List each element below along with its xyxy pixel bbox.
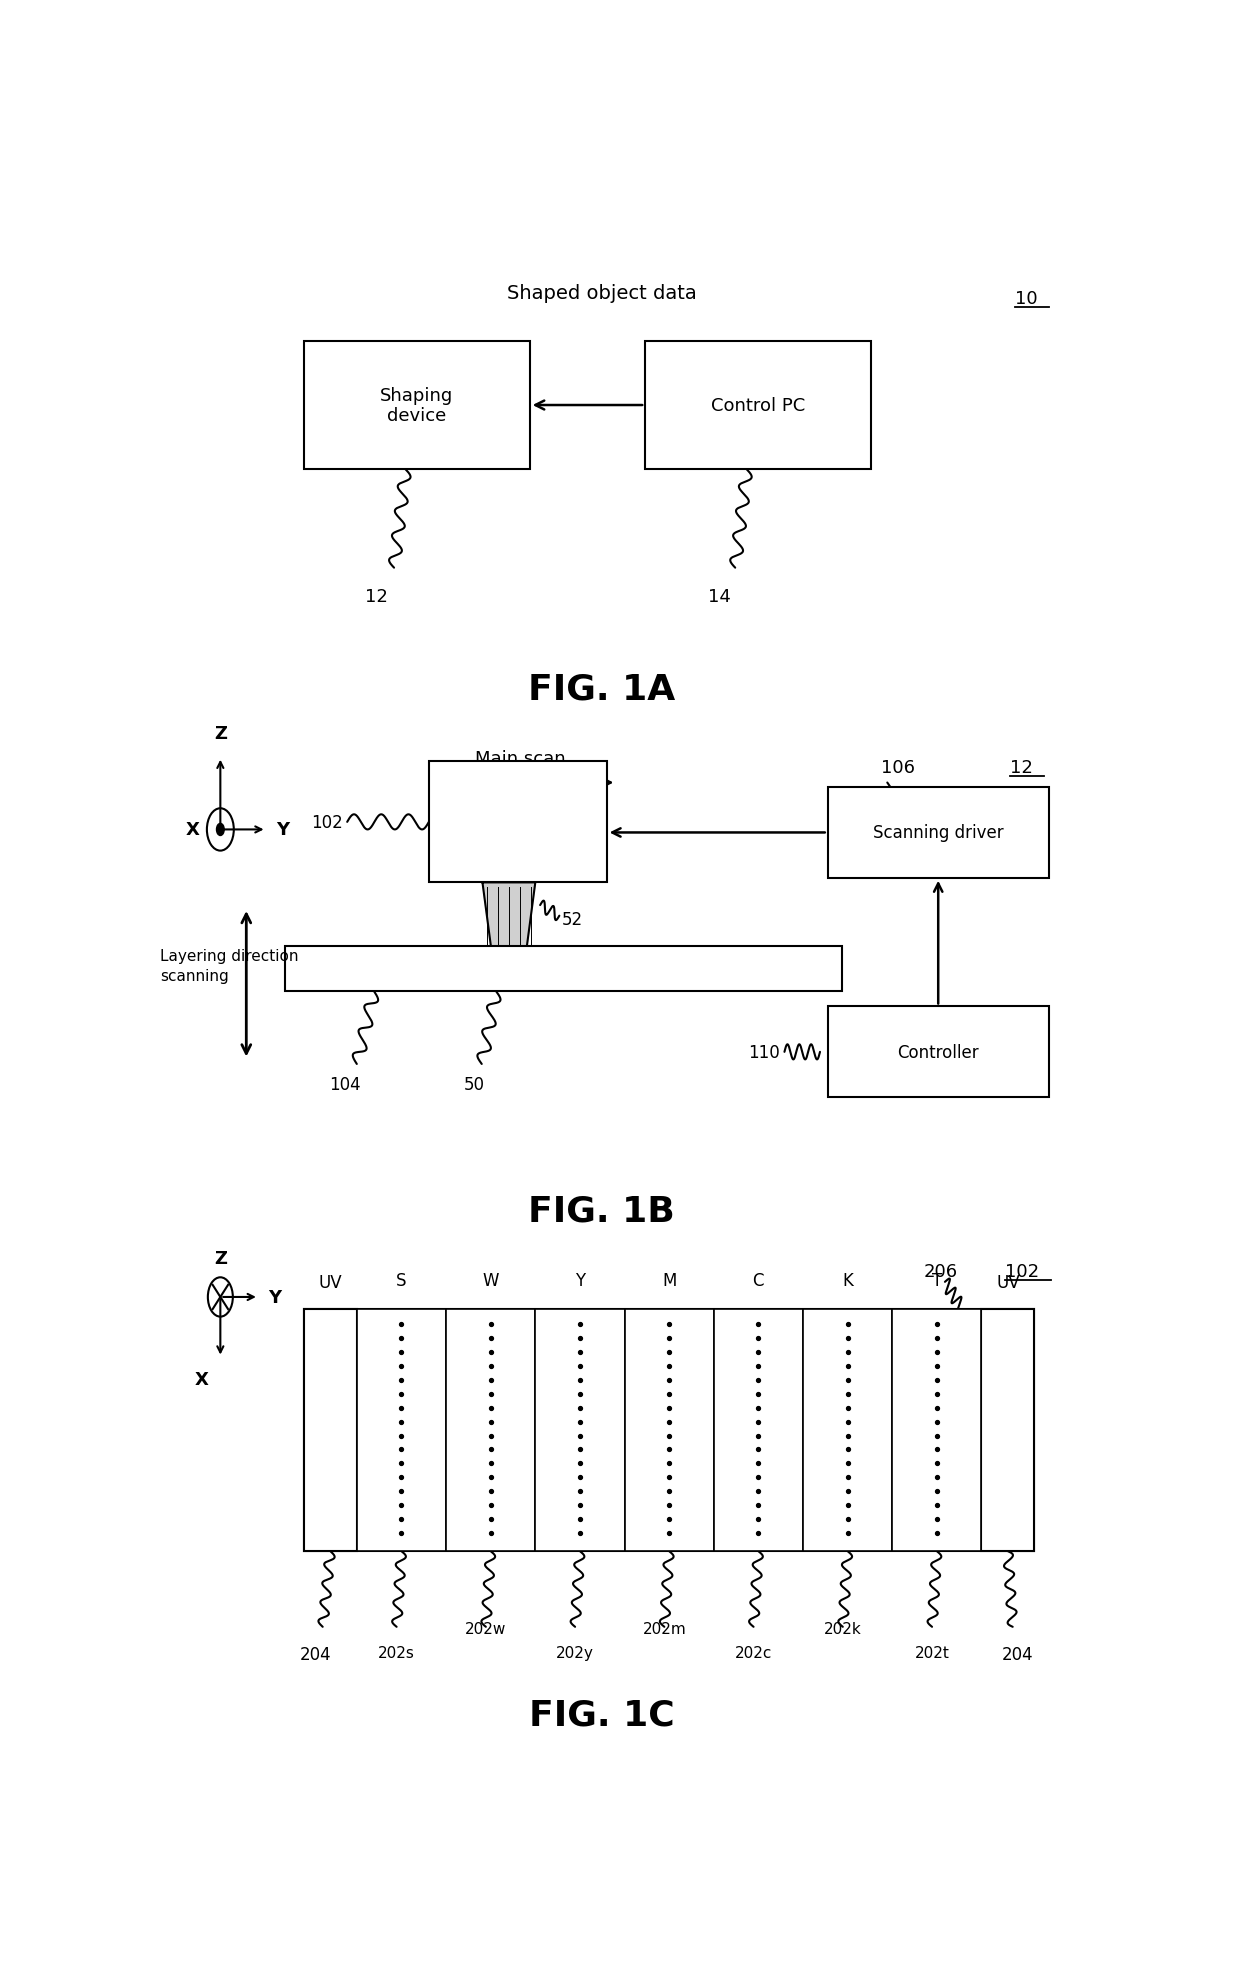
Text: Scanning driver: Scanning driver [873,825,1003,843]
Text: FIG. 1C: FIG. 1C [529,1697,675,1732]
Bar [828,788,1049,878]
Text: Z: Z [215,1249,227,1267]
Text: Layering direction
scanning: Layering direction scanning [160,949,299,984]
Bar [645,342,870,469]
Text: 104: 104 [330,1074,361,1094]
Bar [625,1310,714,1552]
Text: Y: Y [575,1273,585,1290]
Polygon shape [482,884,536,956]
Text: 106: 106 [880,758,915,778]
Text: 202s: 202s [378,1646,415,1660]
Text: 10: 10 [1016,291,1038,308]
Bar [304,342,529,469]
Text: Control PC: Control PC [711,397,805,414]
Text: 204: 204 [300,1646,332,1664]
Bar [446,1310,536,1552]
Bar [536,1310,625,1552]
Bar [304,1310,357,1552]
Text: 202k: 202k [823,1620,862,1636]
Text: T: T [931,1273,942,1290]
Bar [714,1310,804,1552]
Text: 206: 206 [924,1263,959,1281]
Bar [429,762,606,884]
Bar [828,1008,1049,1098]
Text: FIG. 1A: FIG. 1A [528,672,676,707]
Text: Z: Z [215,725,227,742]
Text: 202m: 202m [642,1620,686,1636]
Text: Main scan: Main scan [475,750,565,768]
Bar [285,947,842,992]
Text: 12: 12 [366,587,388,607]
Text: 50: 50 [464,1074,485,1094]
Bar [982,1310,1034,1552]
Text: C: C [753,1273,764,1290]
Bar [893,1310,982,1552]
Bar [304,1310,1034,1552]
Bar [357,1310,446,1552]
Text: W: W [482,1273,498,1290]
Text: X: X [185,821,200,839]
Text: 204: 204 [1002,1646,1033,1664]
Text: 202t: 202t [915,1646,950,1660]
Text: 52: 52 [562,909,583,929]
Text: Y: Y [277,821,289,839]
Text: Shaping
device: Shaping device [381,387,454,424]
Text: 14: 14 [708,587,732,607]
Text: 110: 110 [748,1043,780,1061]
Text: Y: Y [268,1288,281,1306]
Text: K: K [842,1273,853,1290]
Text: Shaped object data: Shaped object data [507,283,697,302]
Text: UV: UV [996,1273,1019,1290]
Text: 12: 12 [1011,758,1033,778]
Text: 102: 102 [311,813,342,831]
Text: 102: 102 [1006,1263,1039,1281]
Text: 202y: 202y [557,1646,594,1660]
Text: S: S [396,1273,407,1290]
Text: UV: UV [319,1273,342,1290]
Text: X: X [195,1371,208,1389]
Text: FIG. 1B: FIG. 1B [528,1194,676,1228]
Text: 202w: 202w [465,1620,507,1636]
Bar [804,1310,893,1552]
Text: M: M [662,1273,676,1290]
Text: 202c: 202c [735,1646,773,1660]
Circle shape [217,825,224,837]
Text: Controller: Controller [898,1043,980,1061]
